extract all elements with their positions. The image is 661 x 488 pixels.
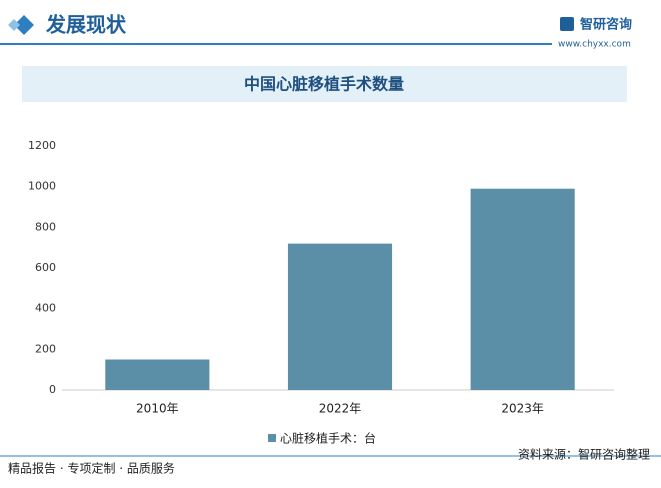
y-tick-label: 400 <box>35 302 56 315</box>
bar <box>287 243 393 390</box>
logo-icon <box>560 17 574 31</box>
website: www.chyxx.com <box>558 40 631 50</box>
x-tick-label: 2010年 <box>136 402 179 416</box>
y-tick-label: 0 <box>49 383 56 396</box>
header-icon <box>14 15 34 35</box>
header-title: 发展现状 <box>45 13 127 37</box>
y-tick-label: 200 <box>35 342 56 355</box>
y-tick-label: 1000 <box>28 180 56 193</box>
header-icon <box>8 19 20 31</box>
x-tick-label: 2023年 <box>501 402 544 416</box>
chart-title: 中国心脏移植手术数量 <box>244 75 404 94</box>
source: 资料来源：智研咨询整理 <box>518 447 650 462</box>
x-tick-label: 2022年 <box>319 402 362 416</box>
legend-label: 心脏移植手术：台 <box>280 431 376 446</box>
bar <box>105 359 210 390</box>
title-box <box>22 66 627 102</box>
y-tick-label: 800 <box>35 220 56 233</box>
y-tick-label: 600 <box>35 261 56 274</box>
bar <box>470 188 575 390</box>
y-tick-label: 1200 <box>28 139 56 152</box>
footer-tagline: 精品报告 · 专项定制 · 品质服务 <box>8 461 175 476</box>
legend-swatch <box>268 434 276 442</box>
logo-text: 智研咨询 <box>580 17 632 33</box>
